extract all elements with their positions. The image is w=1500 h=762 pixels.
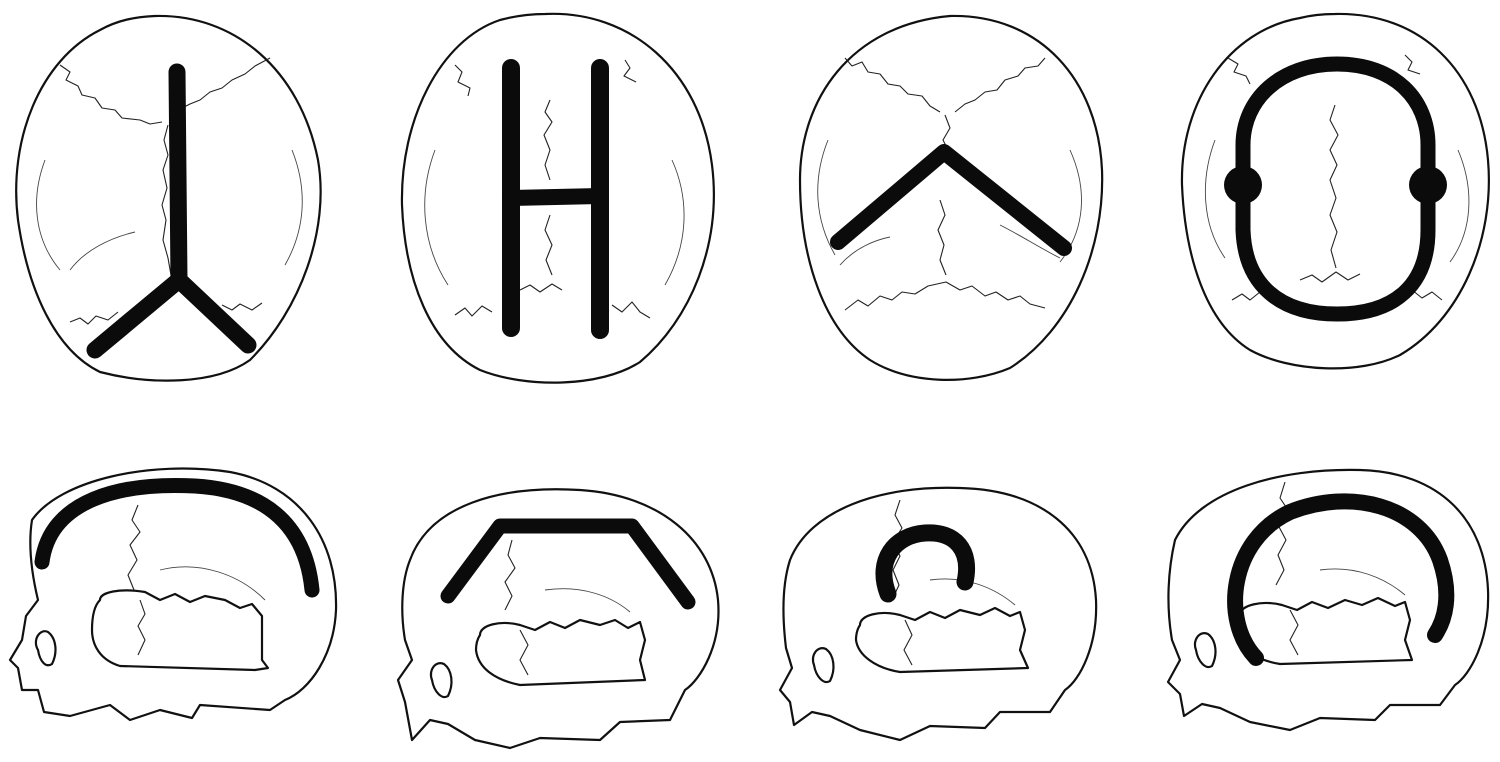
- skull-top-1-sagittal-suture: [161, 124, 172, 276]
- skull-top-1-temporal-line-right: [284, 149, 303, 266]
- skull-side-2-temporal-squama: [474, 618, 647, 687]
- skull-side-3: [778, 486, 1098, 742]
- skull-top-1-temporal-line-left: [36, 159, 61, 271]
- skull-top-4: [1180, 12, 1490, 370]
- skull-top-2-coronal-suture: [454, 59, 637, 97]
- skull-side-4-coronal-suture: [1275, 481, 1289, 586]
- skull-top-1-lambdoid-suture: [69, 302, 263, 325]
- skull-top-1-outline: [15, 14, 322, 382]
- skull-side-2-squamous-suture: [519, 629, 529, 676]
- skull-top-1-faint-curve: [69, 231, 136, 271]
- skull-side-3-temporal-squama: [854, 606, 1030, 674]
- skull-side-2-coronal-suture: [504, 539, 516, 611]
- skull-top-4-lambdoid-suture: [1231, 271, 1443, 301]
- skull-top-3-outline: [798, 14, 1104, 381]
- skull-top-2-sagittal-suture: [543, 99, 553, 276]
- skull-side-4-outline: [1166, 468, 1490, 732]
- skull-top-4-temporal-line-right: [1449, 149, 1470, 263]
- skull-top-1-y-marking: [86, 63, 257, 359]
- skull-top-2-h-marking: [502, 59, 609, 339]
- skull-side-3-ear: [811, 647, 835, 684]
- skull-top-4-o-marking: [1224, 56, 1447, 322]
- skull-top-3-coronal-suture: [844, 57, 1046, 113]
- skull-top-4-right-boss: [1409, 166, 1447, 204]
- skull-top-1: [15, 14, 322, 382]
- skull-side-2-band-marking: [440, 518, 696, 610]
- skull-top-2: [400, 12, 715, 384]
- skull-side-3-temporal-line: [929, 578, 1016, 606]
- skull-side-2-temporal-line: [544, 588, 631, 613]
- skull-side-2: [396, 488, 720, 750]
- skull-top-3-v-marking: [830, 144, 1072, 256]
- skull-side-4-temporal-line: [1319, 568, 1406, 596]
- skull-side-1-temporal-line: [159, 566, 266, 601]
- skull-side-2-ear: [429, 662, 453, 699]
- skull-side-1: [8, 467, 338, 722]
- skull-top-2-temporal-line-left: [424, 149, 449, 286]
- skull-side-4-arc-marking: [1227, 493, 1455, 666]
- skull-top-3-faint-curve: [839, 224, 1061, 266]
- skull-side-1-squamous-suture: [137, 599, 146, 656]
- skull-top-2-temporal-line-right: [664, 159, 685, 286]
- skull-side-4-squamous-suture: [1289, 609, 1299, 656]
- skull-top-3-lambdoid-suture: [844, 281, 1046, 311]
- skull-side-3-squamous-suture: [903, 619, 913, 666]
- skull-side-1-arc-marking: [34, 478, 320, 598]
- skull-top-3-temporal-line-left: [817, 139, 836, 256]
- skull-side-1-temporal-squama: [90, 589, 270, 672]
- skull-top-1-coronal-suture: [59, 57, 271, 125]
- skull-top-4-coronal-suture: [1227, 54, 1421, 85]
- skull-side-1-ear: [34, 630, 57, 667]
- skull-top-3: [798, 14, 1104, 381]
- skull-top-4-temporal-line-left: [1204, 139, 1226, 259]
- skull-top-4-sagittal-suture: [1329, 104, 1339, 269]
- skull-top-2-lambdoid-suture: [454, 283, 651, 319]
- skull-side-4: [1166, 468, 1490, 732]
- skull-side-3-outline: [778, 486, 1098, 742]
- skull-side-1-coronal-suture: [127, 504, 141, 591]
- skull-top-4-left-boss: [1224, 166, 1262, 204]
- skull-side-4-ear: [1193, 632, 1217, 669]
- skull-side-3-arch-marking: [875, 524, 975, 603]
